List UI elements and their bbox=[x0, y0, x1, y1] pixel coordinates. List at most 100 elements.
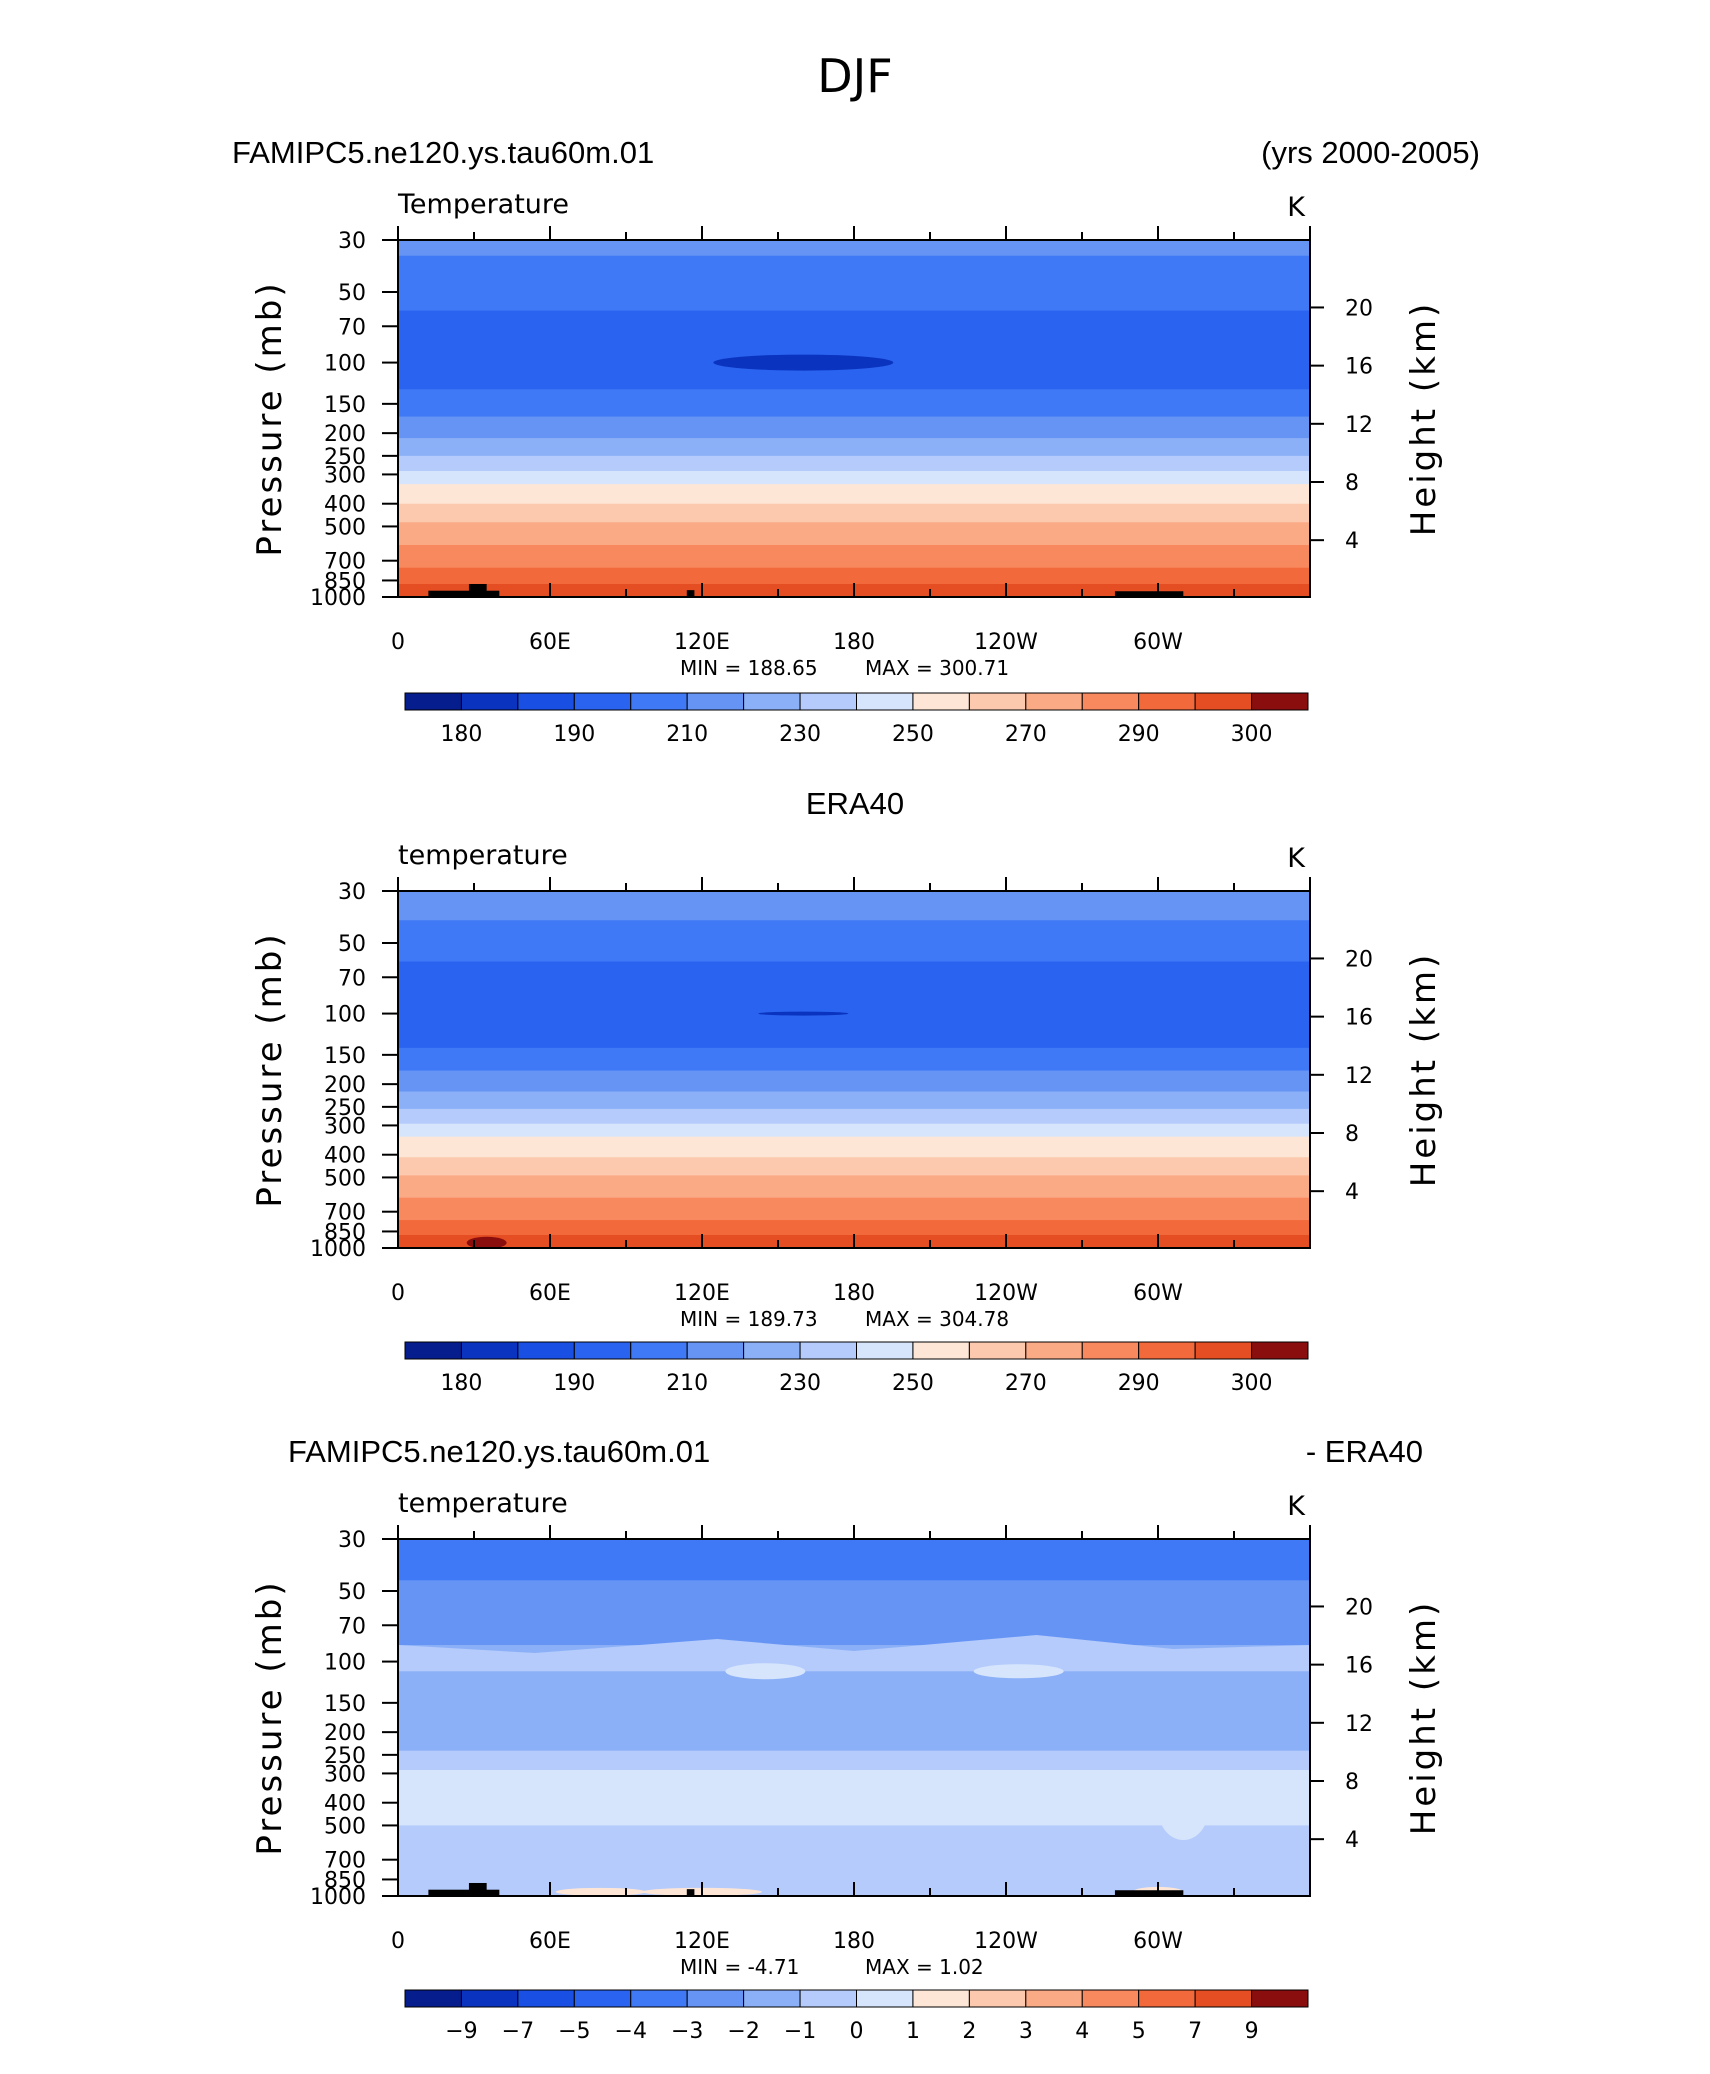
panel-3: 3050701001502002503004005007008501000201… bbox=[250, 1434, 1444, 2044]
contour-band bbox=[398, 961, 1310, 1049]
colorbar-box bbox=[573, 692, 632, 711]
colorbar-label: 270 bbox=[1005, 722, 1047, 747]
colorbar-label: 290 bbox=[1118, 1371, 1160, 1396]
contour-band bbox=[398, 1108, 1310, 1125]
pressure-tick-label: 400 bbox=[324, 493, 366, 518]
y-axis-title: Pressure (mb) bbox=[250, 931, 290, 1207]
colorbar: 180 190 210 230 250 270 290 300 bbox=[404, 692, 1309, 747]
colorbar-box bbox=[743, 692, 801, 711]
colorbar-box bbox=[1194, 692, 1253, 711]
colorbar-box bbox=[404, 1989, 462, 2008]
contour-band bbox=[398, 1197, 1310, 1221]
variable-label: Temperature bbox=[397, 189, 569, 220]
colorbar-box bbox=[686, 1989, 745, 2008]
pressure-tick-label: 700 bbox=[324, 550, 366, 575]
contour-band bbox=[398, 255, 1310, 312]
contour-band bbox=[398, 1750, 1310, 1771]
colorbar-box bbox=[686, 1341, 745, 1360]
colorbar-box bbox=[968, 1989, 1027, 2008]
y2-axis-title: Height (km) bbox=[1404, 952, 1444, 1188]
colorbar-box bbox=[856, 1989, 914, 2008]
colorbar-label: −1 bbox=[784, 2019, 816, 2044]
contour-band bbox=[398, 891, 1310, 921]
pressure-tick-label: 850 bbox=[324, 1220, 366, 1245]
height-tick-label: 4 bbox=[1345, 1180, 1359, 1205]
anomaly-region bbox=[555, 1887, 646, 1896]
height-tick-label: 20 bbox=[1345, 947, 1373, 972]
pressure-tick-label: 1000 bbox=[310, 1237, 366, 1262]
colorbar-label: 190 bbox=[553, 722, 595, 747]
colorbar-label: −4 bbox=[615, 2019, 647, 2044]
colorbar-box bbox=[1138, 692, 1196, 711]
pressure-tick-label: 1000 bbox=[310, 586, 366, 611]
pressure-tick-label: 150 bbox=[324, 393, 366, 418]
pressure-tick-label: 100 bbox=[324, 1651, 366, 1676]
colorbar-box bbox=[460, 692, 519, 711]
topography bbox=[1114, 1890, 1184, 1896]
colorbar-box bbox=[743, 1989, 801, 2008]
contour-band bbox=[398, 1070, 1310, 1093]
panel-2: 3050701001502002503004005007008501000201… bbox=[250, 786, 1444, 1396]
pressure-tick-label: 200 bbox=[324, 1721, 366, 1746]
colorbar-box bbox=[743, 1341, 801, 1360]
colorbar-label: 250 bbox=[892, 1371, 934, 1396]
colorbar-label: 290 bbox=[1118, 722, 1160, 747]
contour-band bbox=[398, 920, 1310, 963]
colorbar-label: −2 bbox=[727, 2019, 759, 2044]
colorbar-box bbox=[517, 1989, 575, 2008]
pressure-tick-label: 850 bbox=[324, 569, 366, 594]
contour-band bbox=[398, 1539, 1310, 1581]
colorbar-box bbox=[1138, 1989, 1196, 2008]
topography bbox=[468, 583, 487, 597]
pressure-tick-label: 30 bbox=[338, 229, 366, 254]
pressure-tick-label: 400 bbox=[324, 1144, 366, 1169]
anomaly-region bbox=[973, 1664, 1064, 1679]
pressure-tick-label: 250 bbox=[324, 1744, 366, 1769]
colorbar-label: 1 bbox=[906, 2019, 920, 2044]
contour-band bbox=[398, 1769, 1310, 1827]
colorbar-box bbox=[404, 692, 462, 711]
colorbar-box bbox=[1194, 1989, 1253, 2008]
colorbar-box bbox=[1251, 1341, 1309, 1360]
colorbar-label: 7 bbox=[1188, 2019, 1202, 2044]
variable-label: temperature bbox=[398, 840, 568, 871]
colorbar-box bbox=[799, 692, 857, 711]
colorbar-box bbox=[1025, 1989, 1083, 2008]
colorbar-box bbox=[912, 1989, 970, 2008]
colorbar-label: 230 bbox=[779, 1371, 821, 1396]
pressure-tick-label: 150 bbox=[324, 1692, 366, 1717]
panel-title-left: FAMIPC5.ne120.ys.tau60m.01 bbox=[232, 135, 654, 170]
contour-band bbox=[398, 455, 1310, 472]
cold-core-region bbox=[758, 1011, 849, 1016]
min-value: MIN = -4.71 bbox=[680, 1955, 799, 1979]
topography bbox=[686, 590, 695, 597]
pressure-tick-label: 30 bbox=[338, 1528, 366, 1553]
pressure-tick-label: 50 bbox=[338, 932, 366, 957]
variable-label: temperature bbox=[398, 1488, 568, 1519]
colorbar-box bbox=[1081, 1341, 1140, 1360]
contour-band bbox=[398, 240, 1310, 257]
colorbar-box bbox=[1194, 1341, 1253, 1360]
lon-tick-label: 180 bbox=[833, 1929, 875, 1954]
lon-tick-label: 120E bbox=[674, 1929, 730, 1954]
panel-title-right: - ERA40 bbox=[1306, 1434, 1423, 1469]
pressure-tick-label: 30 bbox=[338, 880, 366, 905]
pressure-tick-label: 200 bbox=[324, 1073, 366, 1098]
topography bbox=[686, 1889, 695, 1896]
lon-tick-label: 120W bbox=[974, 1929, 1038, 1954]
lon-tick-label: 0 bbox=[391, 1929, 405, 1954]
pressure-tick-label: 150 bbox=[324, 1044, 366, 1069]
pressure-tick-label: 1000 bbox=[310, 1885, 366, 1910]
pressure-tick-label: 50 bbox=[338, 1580, 366, 1605]
contour-band bbox=[398, 544, 1310, 569]
panel-1: 3050701001502002503004005007008501000201… bbox=[232, 135, 1480, 747]
y2-axis-title: Height (km) bbox=[1404, 301, 1444, 537]
height-tick-label: 4 bbox=[1345, 1828, 1359, 1853]
lon-tick-label: 120W bbox=[974, 1281, 1038, 1306]
colorbar-box bbox=[630, 1989, 688, 2008]
lon-tick-label: 180 bbox=[833, 1281, 875, 1306]
colorbar-box bbox=[1251, 692, 1309, 711]
units-label: K bbox=[1287, 1491, 1306, 1522]
colorbar-label: 180 bbox=[440, 1371, 482, 1396]
pressure-tick-label: 70 bbox=[338, 1614, 366, 1639]
